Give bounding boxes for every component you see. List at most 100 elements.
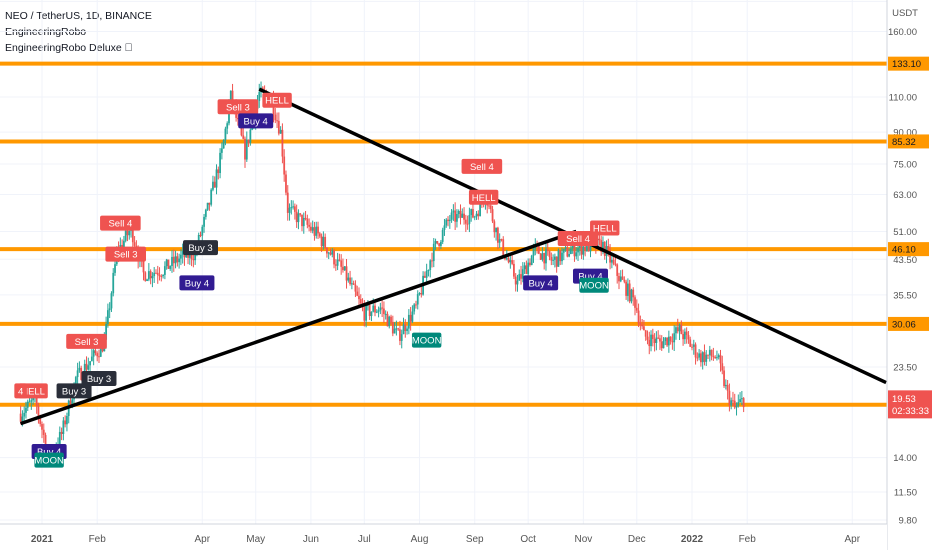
candle-body[interactable] — [539, 253, 542, 260]
signal-tag-buy[interactable] — [238, 113, 274, 129]
candle-body[interactable] — [377, 310, 380, 312]
candle-body[interactable] — [83, 363, 86, 378]
candle-body[interactable] — [172, 256, 175, 264]
candle-body[interactable] — [559, 250, 562, 262]
candle-body[interactable] — [532, 248, 535, 256]
candle-body[interactable] — [411, 311, 414, 322]
candle-body[interactable] — [30, 400, 33, 402]
indicator-1-label[interactable]: EngineeringRobo — [5, 26, 87, 38]
candle-body[interactable] — [397, 328, 400, 330]
candle-body[interactable] — [28, 401, 31, 403]
candle-body[interactable] — [228, 106, 230, 124]
candle-body[interactable] — [220, 148, 223, 153]
candle-body[interactable] — [466, 223, 469, 225]
candle-body[interactable] — [655, 337, 658, 343]
candle-body[interactable] — [694, 344, 697, 358]
candle-body[interactable] — [625, 281, 628, 296]
candle-body[interactable] — [347, 277, 350, 281]
candle-body[interactable] — [598, 238, 601, 241]
level-price-badge[interactable] — [888, 242, 929, 257]
candle-body[interactable] — [545, 249, 547, 264]
candle-body[interactable] — [393, 328, 396, 334]
candle-body[interactable] — [308, 224, 311, 227]
last-price-badge[interactable] — [888, 390, 932, 419]
candle-body[interactable] — [345, 266, 348, 281]
candle-body[interactable] — [219, 152, 221, 174]
candle-body[interactable] — [676, 327, 679, 332]
candle-body[interactable] — [445, 219, 448, 226]
candle-body[interactable] — [374, 305, 376, 313]
candle-body[interactable] — [178, 258, 181, 263]
candle-body[interactable] — [352, 283, 355, 285]
candle-body[interactable] — [304, 217, 307, 219]
signal-tag-sell[interactable] — [468, 189, 499, 205]
candle-body[interactable] — [737, 402, 740, 406]
candle-body[interactable] — [338, 259, 341, 261]
candle-body[interactable] — [331, 250, 334, 255]
candle-body[interactable] — [299, 213, 302, 215]
candle-body[interactable] — [402, 324, 405, 335]
candle-body[interactable] — [712, 356, 715, 358]
candle-body[interactable] — [206, 202, 209, 210]
candle-body[interactable] — [507, 258, 510, 263]
candle-body[interactable] — [363, 307, 366, 321]
candle-body[interactable] — [461, 213, 464, 218]
candle-body[interactable] — [650, 334, 652, 347]
candle-body[interactable] — [568, 254, 571, 257]
signal-tag-buy3[interactable] — [81, 371, 117, 387]
candle-body[interactable] — [317, 226, 319, 234]
candle-body[interactable] — [475, 213, 478, 217]
candle-body[interactable] — [523, 265, 526, 270]
candle-body[interactable] — [459, 211, 462, 218]
candle-body[interactable] — [123, 240, 125, 249]
candle-body[interactable] — [208, 202, 211, 205]
candle-body[interactable] — [60, 431, 63, 434]
candle-body[interactable] — [705, 354, 708, 362]
candle-body[interactable] — [333, 250, 335, 265]
candle-body[interactable] — [19, 413, 22, 422]
candle-body[interactable] — [39, 416, 42, 425]
candle-body[interactable] — [529, 262, 531, 266]
candle-body[interactable] — [295, 211, 298, 223]
candle-body[interactable] — [431, 260, 433, 262]
candle-body[interactable] — [342, 266, 344, 271]
candle-body[interactable] — [276, 120, 278, 122]
candle-body[interactable] — [192, 259, 195, 261]
candle-body[interactable] — [635, 307, 638, 311]
candle-body[interactable] — [236, 117, 239, 120]
candle-body[interactable] — [409, 314, 412, 322]
candle-body[interactable] — [292, 206, 294, 208]
candle-body[interactable] — [427, 270, 430, 272]
candle-body[interactable] — [602, 241, 604, 252]
candle-body[interactable] — [739, 399, 741, 403]
candle-body[interactable] — [226, 123, 229, 129]
signal-tag-moon[interactable] — [579, 277, 609, 293]
candle-body[interactable] — [561, 252, 563, 262]
candle-body[interactable] — [708, 349, 711, 356]
candle-body[interactable] — [648, 339, 651, 347]
candle-body[interactable] — [415, 304, 417, 306]
candle-body[interactable] — [310, 226, 312, 231]
candle-body[interactable] — [340, 260, 343, 267]
candle-body[interactable] — [388, 316, 391, 327]
candle-body[interactable] — [98, 356, 100, 358]
candle-body[interactable] — [174, 256, 177, 264]
candle-body[interactable] — [23, 412, 26, 417]
candle-body[interactable] — [126, 230, 129, 236]
candle-body[interactable] — [44, 434, 47, 451]
candle-body[interactable] — [521, 269, 524, 279]
candle-body[interactable] — [133, 242, 136, 246]
candle-body[interactable] — [618, 275, 620, 282]
candle-body[interactable] — [372, 305, 375, 312]
candle-body[interactable] — [584, 246, 587, 251]
candle-body[interactable] — [457, 211, 460, 215]
candle-body[interactable] — [440, 241, 442, 246]
candle-body[interactable] — [678, 324, 681, 332]
candle-body[interactable] — [607, 246, 610, 250]
candle-body[interactable] — [619, 276, 622, 282]
candle-body[interactable] — [700, 353, 702, 363]
candle-body[interactable] — [147, 271, 150, 280]
candle-body[interactable] — [356, 291, 359, 296]
candle-body[interactable] — [432, 243, 435, 262]
candle-body[interactable] — [301, 214, 303, 227]
